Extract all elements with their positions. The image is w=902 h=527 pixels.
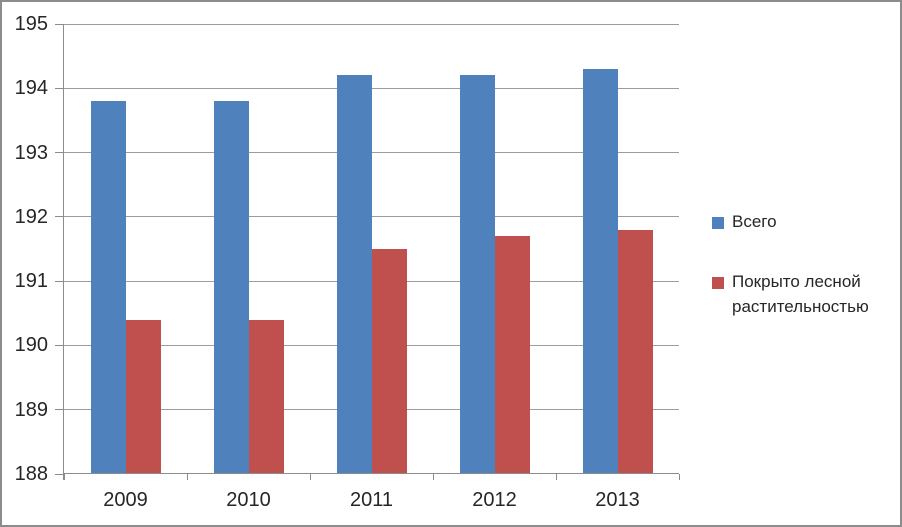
y-tick-label: 188	[14, 463, 48, 485]
legend-swatch-blue-icon	[712, 217, 724, 229]
y-axis-tick	[55, 216, 64, 218]
bar-2010-series1	[248, 319, 284, 474]
x-axis-tick	[433, 474, 434, 480]
x-axis-tick	[64, 474, 65, 480]
bar-2012-series1	[494, 236, 530, 474]
legend-label: Всего	[732, 212, 777, 231]
bar-2009-series1	[125, 319, 161, 474]
x-axis-tick	[310, 474, 311, 480]
y-axis-tick	[55, 409, 64, 411]
y-tick-label: 194	[14, 77, 48, 100]
x-axis-line	[63, 473, 679, 474]
bar-2009-series0	[90, 101, 126, 474]
gridline	[64, 216, 679, 218]
bar-2011-series1	[371, 249, 407, 474]
x-axis-tick	[679, 474, 680, 480]
y-axis-tick	[55, 473, 64, 475]
x-axis-tick	[187, 474, 188, 480]
gridline	[64, 152, 679, 154]
y-tick-label: 191	[14, 270, 48, 293]
y-axis-tick	[55, 152, 64, 154]
x-tick-label: 2010	[226, 489, 271, 511]
y-tick-label: 195	[14, 13, 48, 35]
y-axis-tick	[55, 23, 64, 25]
legend-label: Покрыто лесной растительностью	[732, 272, 869, 316]
y-tick-label: 189	[14, 398, 48, 421]
y-axis-line	[63, 24, 64, 480]
legend-swatch-red-icon	[712, 277, 724, 289]
bar-2012-series0	[459, 75, 495, 474]
y-tick-label: 192	[14, 205, 48, 228]
x-tick-label: 2011	[349, 489, 393, 511]
y-axis-tick	[55, 87, 64, 89]
gridline	[64, 87, 679, 89]
y-tick-label: 193	[14, 141, 48, 164]
x-tick-label: 2013	[595, 489, 640, 511]
legend-item-forested: Покрыто лесной растительностью	[712, 269, 892, 319]
bar-2011-series0	[336, 75, 372, 474]
x-tick-label: 2009	[103, 489, 148, 511]
legend: Всего Покрыто лесной растительностью	[712, 209, 892, 354]
y-axis-tick	[55, 344, 64, 346]
x-axis-tick	[556, 474, 557, 480]
bar-2013-series1	[617, 229, 653, 474]
gridline	[64, 23, 679, 25]
bar-2010-series0	[213, 101, 249, 474]
plot-area	[55, 23, 680, 480]
x-tick-label: 2012	[472, 489, 517, 511]
y-tick-label: 190	[14, 334, 48, 357]
bar-2013-series0	[582, 69, 618, 474]
y-axis-tick	[55, 280, 64, 282]
legend-item-total: Всего	[712, 209, 892, 234]
